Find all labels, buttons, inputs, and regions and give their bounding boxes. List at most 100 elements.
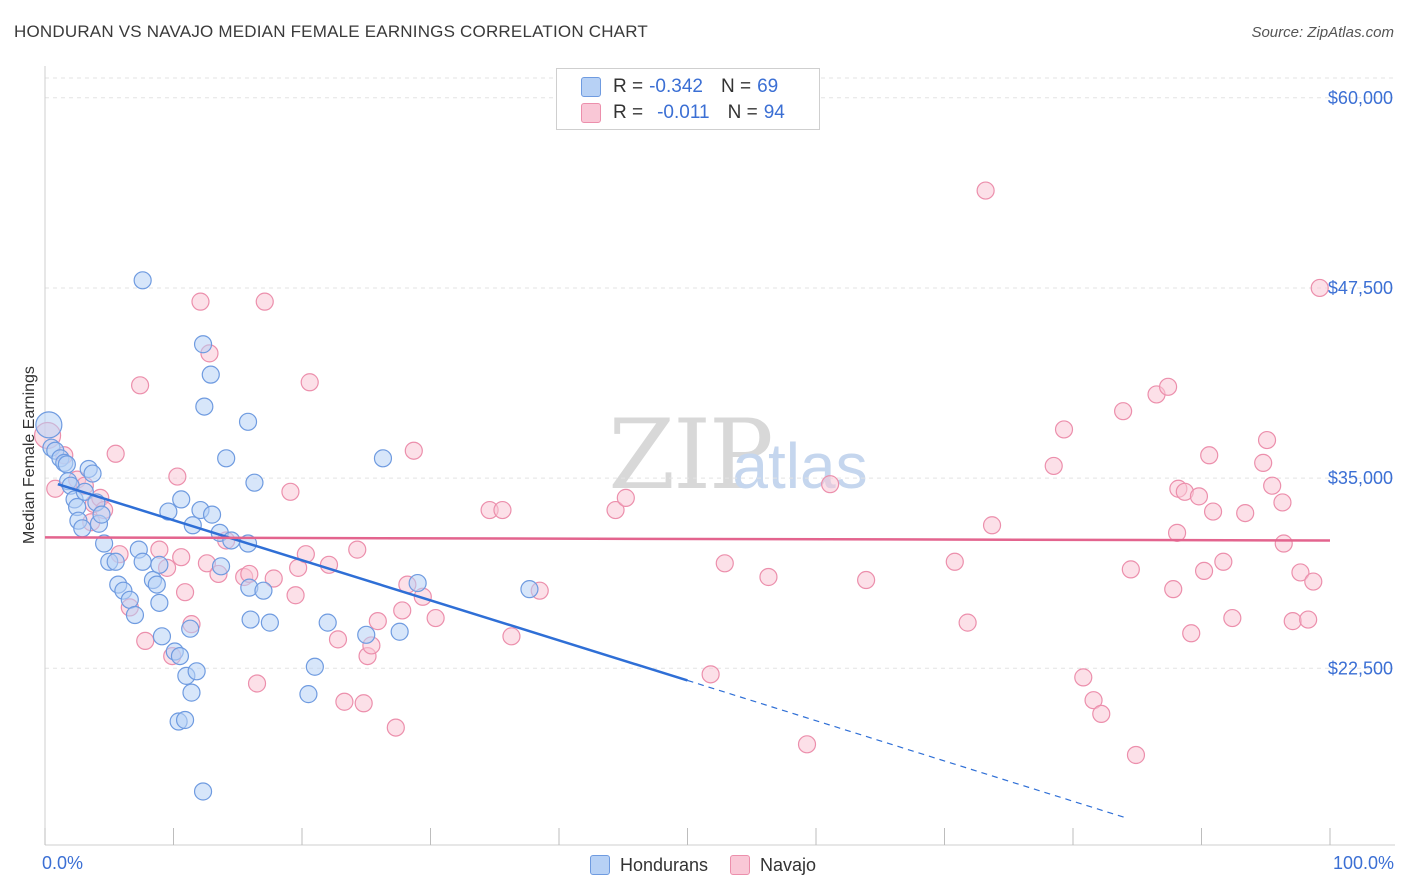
- honduran-point: [202, 505, 222, 524]
- navajo-point: [286, 586, 305, 605]
- honduran-point: [193, 782, 213, 801]
- bottom-legend-navajo: Navajo: [730, 855, 816, 876]
- legend-row-navajo: R = -0.011 N = 94: [581, 101, 785, 125]
- honduran-point: [172, 490, 191, 509]
- navajo-point: [701, 665, 720, 684]
- navajo-point: [1114, 402, 1133, 421]
- honduran-point: [147, 575, 166, 594]
- navajo-point: [606, 500, 625, 520]
- navajo-point: [393, 601, 412, 620]
- honduran-point: [57, 455, 76, 474]
- navajo-point: [106, 444, 125, 463]
- legend-r-label: R =: [613, 76, 644, 97]
- navajo-point: [982, 516, 1002, 535]
- honduran-point: [95, 534, 114, 553]
- bottom-legend-hondurans: Hondurans: [589, 855, 708, 876]
- navajo-point: [1283, 612, 1302, 631]
- navajo-point: [857, 570, 876, 590]
- navajo-point: [1074, 668, 1093, 687]
- honduran-point: [106, 552, 125, 571]
- navajo-point: [1274, 534, 1293, 553]
- legend-r-value: -0.011: [657, 102, 710, 123]
- navajo-point: [1304, 572, 1323, 591]
- honduran-point: [390, 622, 409, 641]
- honduran-point: [181, 619, 200, 638]
- legend-r-value: -0.342: [649, 76, 703, 97]
- navajo-point: [255, 292, 274, 311]
- navajo-point: [976, 181, 995, 200]
- navajo-point: [348, 540, 367, 559]
- honduran-point: [245, 473, 264, 492]
- navajo-point: [1194, 561, 1214, 581]
- navajo-point: [168, 467, 187, 486]
- honduran-point: [408, 573, 427, 593]
- honduran-point: [170, 646, 190, 666]
- navajo-point: [1203, 502, 1223, 521]
- legend-n-label: N =: [727, 102, 758, 123]
- honduran-trend-line: [57, 482, 688, 682]
- navajo-point: [1273, 493, 1292, 512]
- y-tick-label: $22,500: [1328, 658, 1393, 678]
- navajo-point: [945, 552, 964, 571]
- navajo-point: [150, 540, 169, 559]
- honduran-point: [133, 271, 152, 290]
- navajo-point: [502, 627, 521, 646]
- navajo-point: [1254, 453, 1273, 472]
- honduran-point: [92, 505, 111, 524]
- navajo-point: [300, 373, 319, 392]
- honduran-point: [318, 613, 337, 632]
- navajo-point: [426, 608, 445, 628]
- honduran-point: [83, 464, 102, 483]
- y-tick-label: $47,500: [1328, 278, 1393, 298]
- honduran-point: [201, 365, 220, 384]
- navajo-point: [493, 500, 512, 520]
- honduran-point: [305, 657, 324, 676]
- honduran-point: [299, 685, 318, 704]
- honduran-point: [211, 557, 231, 576]
- bottom-legend: Hondurans Navajo: [0, 852, 1406, 878]
- honduran-point: [35, 411, 63, 439]
- navajo-point: [1200, 446, 1219, 465]
- navajo-point: [1126, 745, 1146, 765]
- honduran-point: [150, 555, 169, 574]
- honduran-point: [133, 552, 152, 571]
- legend-swatch-hondurans: [581, 77, 601, 97]
- honduran-point: [187, 662, 206, 681]
- navajo-point: [821, 475, 840, 494]
- chart-source: Source: ZipAtlas.com: [1251, 24, 1394, 41]
- honduran-point: [238, 412, 258, 431]
- y-tick-label: $35,000: [1328, 468, 1393, 488]
- chart-title: HONDURAN VS NAVAJO MEDIAN FEMALE EARNING…: [14, 22, 648, 41]
- navajo-point: [958, 613, 977, 632]
- honduran-point: [125, 605, 145, 625]
- navajo-point: [1189, 487, 1209, 506]
- legend-box: R = -0.342 N = 69 R = -0.011 N = 94: [556, 68, 820, 130]
- honduran-point: [159, 502, 178, 521]
- honduran-point: [120, 590, 139, 609]
- watermark-atlas: atlas: [732, 430, 867, 502]
- navajo-point: [1092, 704, 1111, 724]
- navajo-point: [404, 441, 423, 460]
- navajo-point: [616, 488, 635, 507]
- navajo-point: [368, 612, 387, 631]
- navajo-point: [335, 692, 354, 711]
- x-tick-label-max: 100.0%: [1332, 853, 1394, 873]
- navajo-point: [264, 569, 283, 588]
- watermark: ZIP: [608, 399, 771, 511]
- navajo-point: [130, 376, 150, 395]
- honduran-point: [193, 335, 213, 354]
- legend-swatch-navajo: [581, 103, 601, 123]
- y-tick-label: $60,000: [1328, 88, 1393, 108]
- navajo-point: [191, 292, 210, 311]
- honduran-point: [520, 580, 539, 599]
- legend-n-value: 94: [763, 102, 785, 123]
- legend-r-label: R =: [613, 102, 644, 123]
- honduran-point: [260, 613, 279, 632]
- honduran-point: [73, 519, 92, 538]
- navajo-point: [1167, 523, 1187, 542]
- honduran-point: [182, 683, 201, 702]
- honduran-point: [150, 593, 169, 612]
- navajo-point: [172, 548, 191, 567]
- honduran-point: [195, 397, 214, 416]
